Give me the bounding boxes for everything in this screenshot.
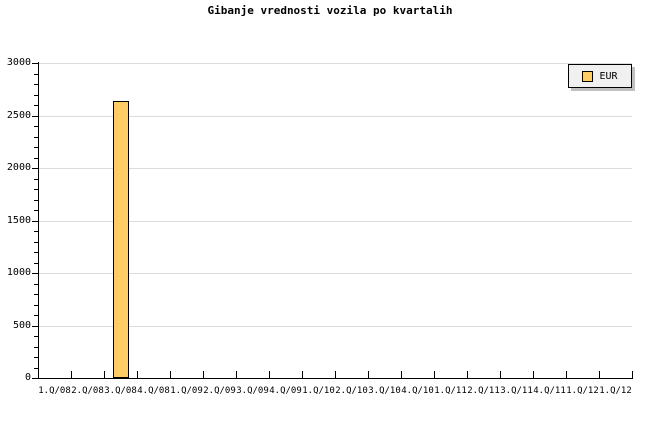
y-tick-major xyxy=(32,115,38,117)
y-tick-major xyxy=(32,378,38,379)
y-tick-minor xyxy=(34,147,38,148)
gridline xyxy=(38,168,632,169)
x-axis-label: 4.Q/08 xyxy=(137,386,170,396)
y-tick-minor xyxy=(34,210,38,211)
gridline xyxy=(38,325,632,327)
x-axis-label: 3.Q/08 xyxy=(104,386,137,396)
y-axis-label: 2500 xyxy=(6,109,31,121)
y-tick-minor xyxy=(34,189,38,190)
x-tick xyxy=(302,371,303,378)
chart-title: Gibanje vrednosti vozila po kvartalih xyxy=(207,4,453,17)
x-axis-label: 1.Q/11 xyxy=(434,386,467,396)
y-tick-minor xyxy=(34,73,38,75)
x-axis-label: 4.Q/09 xyxy=(269,386,302,396)
x-tick xyxy=(368,371,369,378)
y-tick-minor xyxy=(34,126,38,127)
y-tick-minor xyxy=(34,315,38,316)
y-tick-minor xyxy=(34,84,38,85)
y-tick-minor xyxy=(34,199,38,201)
y-tick-minor xyxy=(34,283,38,285)
x-axis-label: 1.Q/12 xyxy=(599,386,632,396)
x-tick xyxy=(236,371,237,378)
gridline xyxy=(38,220,632,222)
y-axis-label: 2000 xyxy=(6,162,31,173)
x-axis-label: 3.Q/09 xyxy=(236,386,269,396)
x-axis-label: 1.Q/10 xyxy=(302,386,335,396)
gridline xyxy=(38,63,632,64)
y-axis-line xyxy=(38,62,39,379)
x-axis-label: 2.Q/11 xyxy=(467,386,500,396)
x-tick xyxy=(104,371,105,378)
y-tick-minor xyxy=(34,252,38,253)
x-tick xyxy=(533,371,534,378)
x-tick xyxy=(203,371,204,378)
x-tick xyxy=(71,371,72,378)
y-tick-minor xyxy=(34,241,38,243)
legend-swatch-eur xyxy=(582,70,594,82)
y-tick-minor xyxy=(34,94,38,96)
y-tick-major xyxy=(32,168,38,169)
x-tick xyxy=(500,371,501,378)
x-tick xyxy=(434,371,435,378)
y-axis-label: 3000 xyxy=(6,57,31,68)
legend-entry: EUR xyxy=(582,70,618,82)
y-axis-label: 0 xyxy=(24,372,31,383)
y-axis-label: 1500 xyxy=(6,214,31,226)
y-tick-minor xyxy=(34,294,38,295)
x-tick xyxy=(170,371,171,378)
x-axis-line xyxy=(38,378,633,379)
y-tick-major xyxy=(32,63,38,64)
x-tick xyxy=(599,371,600,378)
x-tick xyxy=(269,371,270,378)
y-axis-label: 500 xyxy=(12,319,31,331)
x-axis-label: 1.Q/09 xyxy=(170,386,203,396)
y-tick-minor xyxy=(34,367,38,369)
y-tick-minor xyxy=(34,346,38,348)
x-axis-label: 1.Q/12 xyxy=(566,386,599,396)
y-tick-minor xyxy=(34,157,38,159)
x-axis-label: 4.Q/10 xyxy=(401,386,434,396)
x-tick xyxy=(632,371,633,378)
y-tick-minor xyxy=(34,262,38,264)
x-axis-label: 2.Q/10 xyxy=(335,386,368,396)
x-tick xyxy=(401,371,402,378)
y-tick-major xyxy=(32,220,38,222)
bar[interactable] xyxy=(113,101,129,378)
x-axis-label: 1.Q/08 xyxy=(38,386,71,396)
y-axis-label: 1000 xyxy=(6,267,31,278)
x-axis-label: 2.Q/09 xyxy=(203,386,236,396)
x-tick xyxy=(467,371,468,378)
gridline xyxy=(38,115,632,117)
y-tick-minor xyxy=(34,304,38,306)
y-tick-minor xyxy=(34,136,38,138)
y-tick-minor xyxy=(34,357,38,358)
x-axis-label: 4.Q/11 xyxy=(533,386,566,396)
gridline xyxy=(38,273,632,274)
x-tick xyxy=(566,371,567,378)
y-tick-minor xyxy=(34,105,38,106)
x-axis-label: 3.Q/10 xyxy=(368,386,401,396)
legend-box[interactable]: EUR xyxy=(568,64,632,88)
y-tick-major xyxy=(32,325,38,327)
y-tick-minor xyxy=(34,336,38,337)
x-axis-label: 3.Q/11 xyxy=(500,386,533,396)
y-tick-minor xyxy=(34,231,38,232)
x-axis-label: 2.Q/08 xyxy=(71,386,104,396)
y-tick-minor xyxy=(34,178,38,180)
y-tick-major xyxy=(32,273,38,274)
x-tick xyxy=(137,371,138,378)
legend-label-eur: EUR xyxy=(599,70,618,82)
x-tick xyxy=(335,371,336,378)
